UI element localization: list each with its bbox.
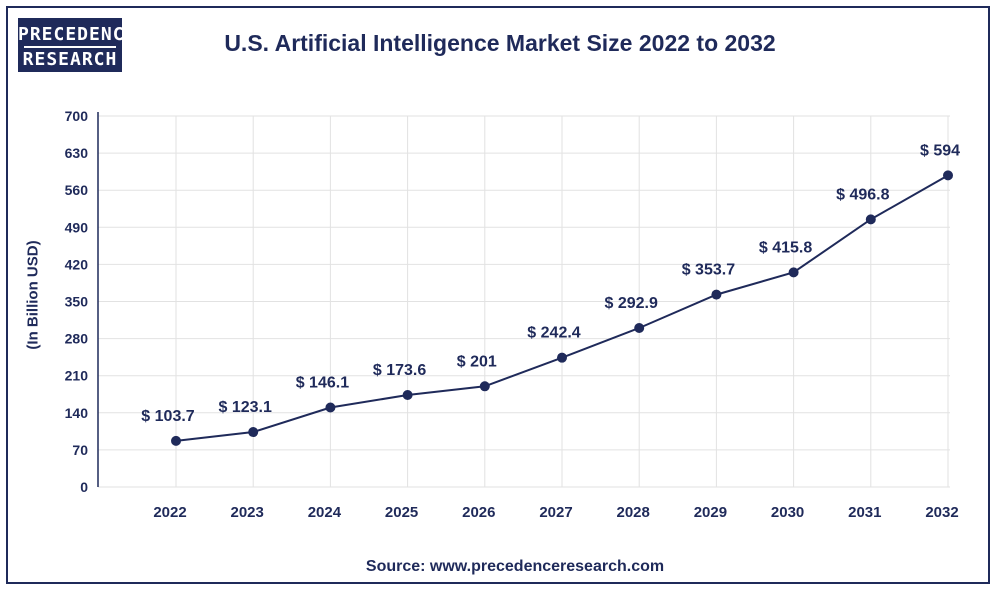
y-tick-label: 0 — [80, 479, 88, 495]
x-tick-label: 2026 — [462, 504, 495, 521]
data-point — [479, 381, 490, 392]
data-point — [943, 170, 953, 181]
data-point — [248, 427, 259, 438]
y-tick-label: 210 — [65, 368, 89, 384]
y-tick-label: 490 — [65, 219, 89, 235]
x-tick-label: 2027 — [539, 504, 572, 521]
data-label: $ 103.7 — [141, 408, 194, 425]
precedence-research-logo: PRECEDENCE RESEARCH — [18, 18, 137, 72]
logo-line-2: RESEARCH — [22, 49, 118, 70]
data-point — [634, 323, 645, 333]
data-label: $ 242.4 — [527, 325, 580, 342]
y-tick-label: 420 — [65, 256, 89, 272]
chart-frame — [6, 6, 990, 584]
source-text: Source: www.precedenceresearch.com — [365, 558, 665, 575]
y-tick-label: 350 — [65, 294, 89, 310]
y-tick-label: 280 — [65, 331, 89, 347]
x-tick-label: 2031 — [848, 504, 881, 521]
data-label: $ 201 — [457, 353, 497, 370]
logo-divider — [24, 46, 116, 48]
data-label: $ 123.1 — [219, 399, 272, 416]
data-label: $ 173.6 — [373, 362, 426, 379]
x-tick-label: 2028 — [617, 504, 650, 521]
data-point — [788, 267, 799, 278]
data-point — [402, 389, 413, 400]
y-tick-label: 700 — [65, 108, 89, 124]
data-label: $ 415.8 — [759, 239, 812, 256]
data-point — [325, 402, 336, 413]
data-point — [865, 214, 876, 225]
data-label: $ 594 — [920, 142, 960, 159]
data-point — [711, 289, 722, 300]
y-tick-label: 560 — [65, 182, 89, 198]
x-tick-label: 2029 — [694, 504, 727, 521]
data-label: $ 496.8 — [836, 186, 889, 203]
y-tick-label: 70 — [72, 442, 88, 458]
x-tick-label: 2023 — [231, 504, 264, 521]
x-tick-label: 2024 — [308, 504, 342, 521]
x-tick-label: 2030 — [771, 504, 804, 521]
y-tick-label: 630 — [65, 145, 89, 161]
data-label: $ 292.9 — [605, 295, 658, 312]
x-tick-label: 2022 — [153, 504, 186, 521]
x-tick-label: 2025 — [385, 504, 418, 521]
y-tick-label: 140 — [65, 405, 89, 421]
chart-title: U.S. Artificial Intelligence Market Size… — [224, 30, 776, 56]
logo-line-1: PRECEDENCE — [18, 24, 137, 45]
data-point — [171, 435, 181, 446]
data-label: $ 353.7 — [682, 262, 735, 279]
data-point — [557, 352, 567, 363]
data-label: $ 146.1 — [296, 375, 349, 392]
x-tick-label: 2032 — [925, 504, 958, 521]
